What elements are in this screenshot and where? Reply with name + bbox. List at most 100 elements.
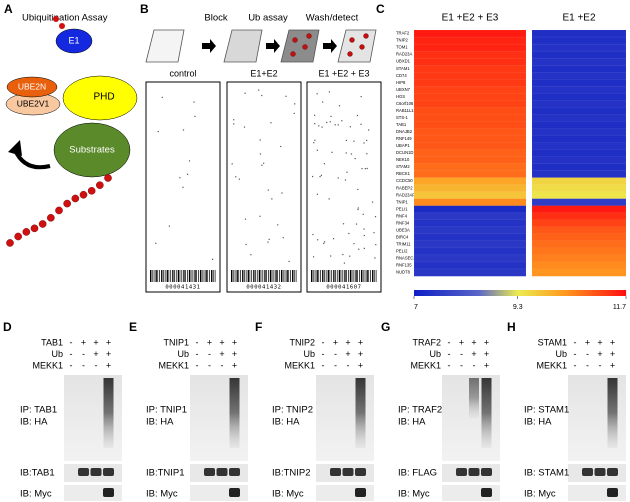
barcode-bar [293,270,295,282]
colorbar-segment [466,290,469,296]
barcode-bar [262,270,264,282]
heatmap-cell [531,177,627,186]
panel-letter: C [376,2,385,16]
ube2v1-label: UBE2V1 [17,98,50,108]
colorbar-segment [546,290,549,296]
barcode-bar [170,270,172,282]
lane-sign: - [460,349,463,359]
array-spot [337,177,339,179]
heatmap-cell [531,247,627,256]
array-spot [250,254,252,256]
array-spot [342,253,344,256]
barcode-bar [196,270,197,282]
loading-band [342,468,354,476]
heatmap-cell [413,156,527,164]
array-icon [280,29,320,63]
heatmap-cell [413,191,527,200]
array-spot [161,96,163,99]
barcode-bar [275,270,277,282]
heatmap-cell [413,29,527,38]
loading-label: IB: STAM1 [524,468,569,479]
heatmap-cell [413,142,527,150]
barcode-bar [357,270,358,282]
heatmap-cell [531,64,627,73]
heatmap-cell [531,254,627,263]
gene-label: TNIP1 [396,199,409,204]
barcode-bar [351,270,353,282]
barcode-bar [151,270,153,282]
barcode-bar [349,270,352,282]
colorbar-segment [516,290,519,296]
lane-sign: - [82,349,85,359]
array-spot [366,167,368,170]
heatmap-cell [531,107,627,115]
ub-bead [14,232,22,241]
barcode-bar [203,270,205,282]
heatmap-cell [413,268,527,277]
array-spot [235,176,237,178]
ub-bead [38,220,47,228]
heatmap-cell [531,142,627,150]
array-spot [346,171,348,173]
colorbar-segment [528,290,531,296]
barcode-bar [322,270,324,282]
loading-band [582,468,593,476]
loading-band [330,468,341,476]
array-spot [285,95,287,97]
lane-sign: + [471,337,476,347]
barcode-bar [312,270,314,282]
row-label: Ub [51,349,63,359]
array-box [226,81,302,293]
lane-sign: + [585,337,590,347]
colorbar-segment [602,290,605,296]
array-spot [259,139,261,141]
barcode-bar [161,270,163,282]
colorbar-segment [604,290,607,296]
barcode-bar [179,270,181,282]
lane-sign: + [345,337,350,347]
lane-sign: - [460,360,463,370]
colorbar-segment [608,290,611,296]
gene-label: RNF135 [396,263,412,268]
ub-bead [63,199,71,208]
colorbar-segment [506,290,509,296]
array-label: E1+E2 [250,68,277,78]
colorbar-segment [572,290,575,296]
heatmap-cell [413,198,527,207]
ip-label: IP: TNIP1 [146,405,187,416]
barcode-bar [366,270,368,282]
colorbar-segment [582,290,585,296]
barcode-bar [198,270,199,282]
barcode-bar [211,270,213,282]
colorbar-segment [548,290,551,296]
barcode-bar [251,270,253,282]
array-spot [322,101,324,103]
heatmap-cell [413,219,527,228]
colorbar-segment [600,290,603,296]
heatmap-cell [413,135,527,143]
array-spot [271,198,273,200]
barcode-bar [348,270,349,282]
gene-label: TRIM11 [396,241,411,246]
ube2n-label: UBE2N [18,81,46,91]
loading-label: IB:TNIP2 [272,468,311,479]
heatmap-cell [413,177,527,186]
colorbar-segment [442,290,445,296]
barcode-bar [150,270,152,282]
barcode-bar [192,270,194,282]
array-spot [267,241,269,243]
heatmap-cell [413,50,527,59]
row-label: Ub [303,349,315,359]
arrow [323,39,337,53]
heatmap-cell [413,149,527,157]
loading-band [103,468,114,476]
array-spot [182,186,184,188]
array-spot [155,242,157,244]
barcode-bar [340,270,342,282]
lane-sign: - [322,337,325,347]
colorbar-segment [482,290,485,296]
lane-sign: + [93,337,98,347]
ub-bead [6,239,14,247]
panel-title: Ubiquitination Assay [22,13,108,24]
lane-sign: - [599,360,602,370]
